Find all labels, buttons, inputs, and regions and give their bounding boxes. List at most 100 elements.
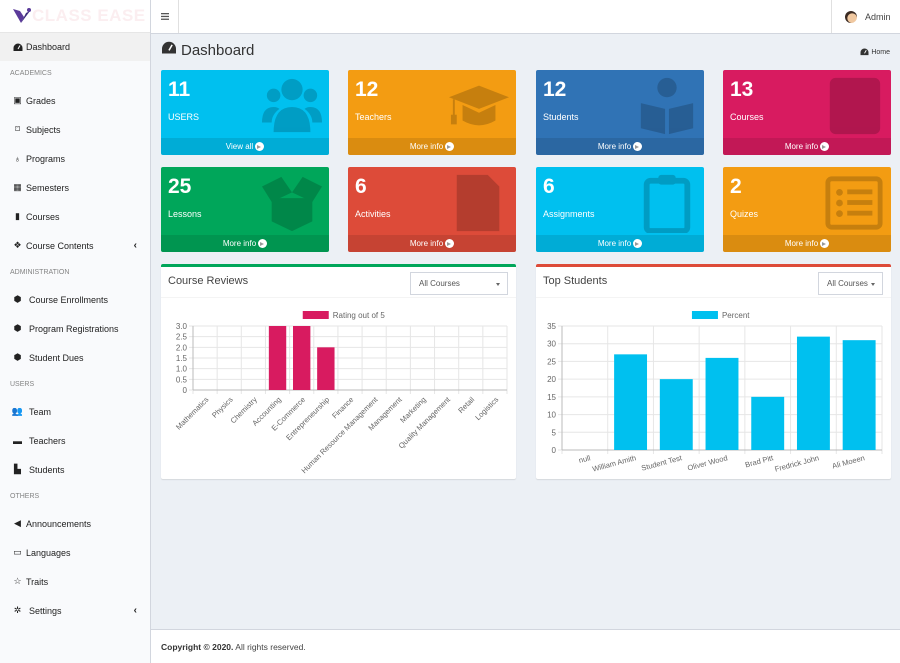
sidebar-item-course-enrollments[interactable]: ⬢ Course Enrollments: [0, 285, 150, 314]
arrow-circle-right-icon: [633, 142, 643, 151]
stat-value: 2: [730, 175, 742, 198]
stat-label: Teachers: [355, 112, 392, 122]
sidebar-item-subjects[interactable]: ⌑ Subjects: [0, 115, 150, 144]
arrow-circle-right-icon: [258, 239, 268, 248]
stat-box-link[interactable]: More info: [536, 235, 704, 252]
graduation-cap-icon: [449, 85, 509, 126]
stat-label: Quizes: [730, 209, 759, 219]
stat-box-quizes: 2 Quizes More info: [723, 167, 891, 252]
sidebar-item-languages[interactable]: ▭ Languages: [0, 538, 150, 567]
sidebar-item-label: Semesters: [26, 182, 70, 193]
stat-box-students: 12 Students More info: [536, 70, 704, 155]
star-half-icon: ☆: [13, 576, 22, 586]
sidebar-item-settings[interactable]: ✲ Settings ‹: [0, 596, 150, 625]
stat-box-link[interactable]: More info: [161, 235, 329, 252]
sidebar-item-label: Teachers: [29, 435, 66, 446]
sidebar-item-grades[interactable]: ▣ Grades: [0, 86, 150, 115]
copyright-text: Copyright © 2020.: [161, 642, 234, 652]
stat-value: 25: [168, 175, 192, 198]
sidebar-item-label: Programs: [26, 153, 66, 164]
sidebar-item-label: Course Contents: [26, 240, 94, 251]
arrow-circle-right-icon: [445, 142, 455, 151]
tachometer-icon: [161, 41, 177, 59]
y-tick-label: 0: [552, 446, 557, 455]
sidebar-item-label: Settings: [29, 605, 62, 616]
sidebar-item-teachers[interactable]: ▬ Teachers: [0, 426, 150, 455]
stat-box-assignments: 6 Assignments More info: [536, 167, 704, 252]
sidebar-item-students[interactable]: ▙ Students: [0, 455, 150, 484]
footer: Copyright © 2020. All rights reserved.: [151, 629, 900, 663]
award-icon: ♁: [14, 153, 21, 164]
sidebar-item-program-registrations[interactable]: ⬢ Program Registrations: [0, 314, 150, 343]
file-signature-icon: [456, 174, 500, 232]
breadcrumb[interactable]: Home: [860, 48, 890, 56]
stat-label: Activities: [355, 209, 391, 219]
sidebar-section-header: USERS: [10, 381, 35, 388]
stat-box-link[interactable]: More info: [348, 235, 516, 252]
breadcrumb-home[interactable]: Home: [871, 48, 890, 56]
sidebar-item-programs[interactable]: ♁ Programs: [0, 144, 150, 173]
sidebar-item-course-contents[interactable]: ❖ Course Contents ‹: [0, 231, 150, 260]
book-icon: ▮: [15, 211, 20, 221]
sidebar-item-label: Team: [29, 406, 52, 417]
users-icon: 👥: [11, 406, 24, 416]
x-tick-label: Ali Moeen: [831, 453, 866, 470]
logo-icon: [13, 8, 31, 23]
cube-icon: ⬢: [13, 323, 22, 333]
stat-box-link[interactable]: More info: [723, 235, 891, 252]
sidebar-item-label: Courses: [26, 211, 60, 222]
clipboard-icon: [643, 174, 691, 233]
sidebar-item-semesters[interactable]: ▦ Semesters: [0, 173, 150, 202]
sidebar-item-label: Course Enrollments: [29, 294, 109, 305]
stat-value: 6: [355, 175, 367, 198]
sidebar-item-student-dues[interactable]: ⬢ Student Dues: [0, 343, 150, 372]
arrow-circle-right-icon: [820, 239, 830, 248]
caret-down-icon: [871, 283, 875, 286]
course-reviews-filter-select[interactable]: All Courses: [410, 272, 508, 295]
course-reviews-panel: Course Reviews All Courses Rating out of…: [161, 264, 516, 479]
top-students-filter-select[interactable]: All Courses: [818, 272, 883, 295]
sidebar-item-team[interactable]: 👥 Team: [0, 397, 150, 426]
sidebar-item-label: Languages: [26, 547, 71, 558]
y-tick-label: 25: [547, 357, 556, 366]
y-tick-label: 0: [183, 386, 188, 395]
stat-box-link[interactable]: More info: [723, 138, 891, 155]
arrow-circle-right-icon: [820, 142, 830, 151]
stat-value: 12: [543, 78, 567, 101]
stat-label: USERS: [168, 112, 200, 122]
logo[interactable]: CLASS EASE: [0, 0, 150, 33]
bar: [751, 396, 785, 450]
stat-box-link[interactable]: View all: [161, 138, 329, 155]
stat-box-teachers: 12 Teachers More info: [348, 70, 516, 155]
cube-icon: ⬢: [13, 294, 22, 304]
stat-label: Students: [543, 112, 579, 122]
tachometer-icon: [860, 48, 869, 56]
content-header: Dashboard Home: [161, 41, 890, 63]
top-students-chart: Percent 0 5 10 15 20 25 30 35 null William Amith St…: [547, 311, 883, 474]
sidebar-section-header: ADMINISTRATION: [10, 269, 70, 276]
stat-box-lessons: 25 Lessons More info: [161, 167, 329, 252]
bullhorn-icon: ◀: [14, 518, 21, 528]
bar: [659, 379, 693, 450]
user-menu[interactable]: Admin: [831, 0, 900, 33]
sidebar-item-announcements[interactable]: ◀ Announcements: [0, 509, 150, 538]
chevron-left-icon: ‹: [133, 605, 137, 616]
link-label: More info: [784, 239, 819, 248]
y-tick-label: 3.0: [176, 322, 188, 331]
link-label: More info: [784, 142, 819, 151]
arrow-circle-right-icon: [255, 142, 265, 151]
sidebar-item-dashboard[interactable]: Dashboard: [0, 33, 150, 61]
y-tick-label: 35: [547, 322, 556, 331]
stat-label: Courses: [730, 112, 764, 122]
sidebar: CLASS EASE Dashboard ACADEMICS ▣ Grades ⌑ Su…: [0, 0, 151, 663]
y-tick-label: 30: [547, 340, 556, 349]
sidebar-item-label: Student Dues: [29, 352, 84, 363]
y-tick-label: 5: [552, 428, 557, 437]
arrow-circle-right-icon: [633, 239, 643, 248]
stat-value: 6: [543, 175, 555, 198]
sidebar-toggle-button[interactable]: [151, 0, 179, 33]
stat-box-link[interactable]: More info: [536, 138, 704, 155]
stat-box-link[interactable]: More info: [348, 138, 516, 155]
sidebar-item-traits[interactable]: ☆ Traits: [0, 567, 150, 596]
sidebar-item-courses[interactable]: ▮ Courses: [0, 202, 150, 231]
